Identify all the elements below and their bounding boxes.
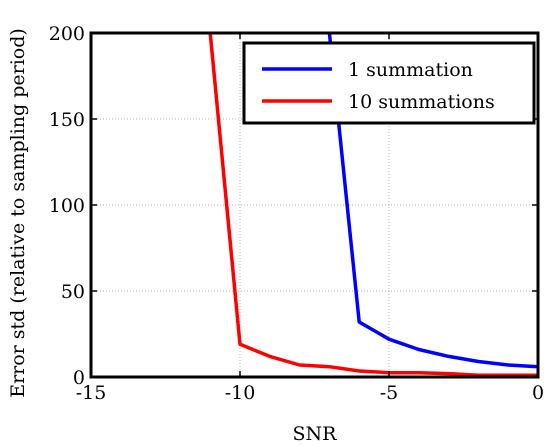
axis-ticks: -15 -10 -5 0 0 50 100 150 200 xyxy=(49,23,544,404)
x-tick-label: -5 xyxy=(380,382,399,404)
series-line-1 xyxy=(327,33,538,369)
plot-series xyxy=(208,33,538,377)
y-tick-label: 200 xyxy=(49,23,85,45)
y-tick-label: 100 xyxy=(49,195,85,217)
y-tick-label: 150 xyxy=(49,109,85,131)
legend: 1 summation 10 summations xyxy=(242,41,536,125)
x-axis-label: SNR xyxy=(293,423,338,445)
x-tick-label: 0 xyxy=(532,382,544,404)
y-axis-label: Error std (relative to sampling period) xyxy=(7,28,29,398)
legend-box xyxy=(242,41,536,125)
x-tick-label: -15 xyxy=(76,382,107,404)
legend-label-2: 10 summations xyxy=(348,91,495,113)
y-tick-label: 50 xyxy=(61,281,85,303)
series-line-2 xyxy=(208,33,538,377)
x-tick-label: -10 xyxy=(225,382,256,404)
y-tick-label: 0 xyxy=(73,367,85,389)
legend-label-1: 1 summation xyxy=(348,59,473,81)
